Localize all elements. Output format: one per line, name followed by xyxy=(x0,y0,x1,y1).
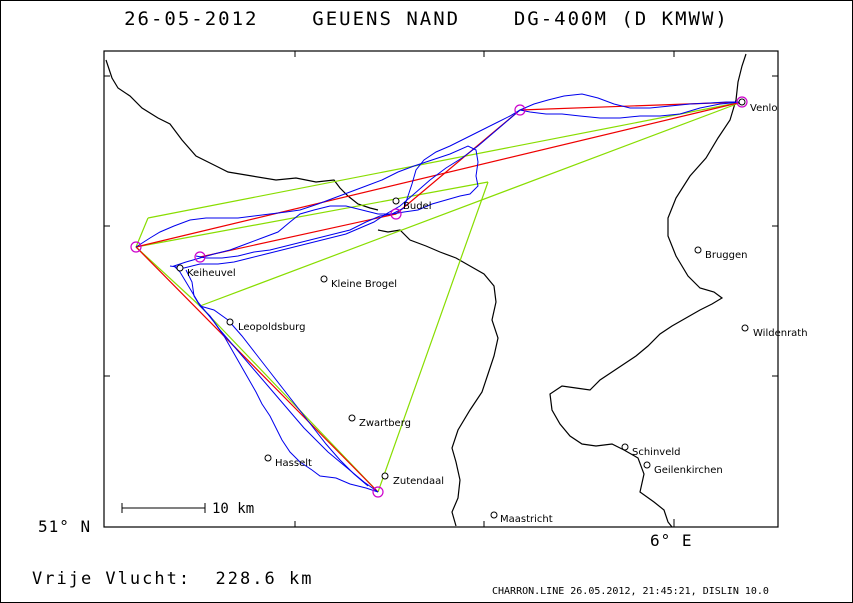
place-label: Schinveld xyxy=(632,447,681,458)
place-labels: Venlo Budel Bruggen Keiheuvel Kleine Bro… xyxy=(187,103,808,525)
turnpoint-west xyxy=(130,241,142,253)
place-markers xyxy=(176,98,749,519)
axis-ticks xyxy=(104,51,778,528)
flight-distance-value: 228.6 km xyxy=(215,569,314,589)
place-label: Bruggen xyxy=(705,250,748,261)
plot-frame xyxy=(103,50,779,528)
scale-bar xyxy=(121,503,206,513)
border-nl-be-south xyxy=(377,229,499,527)
flight-track xyxy=(135,93,743,493)
flight-distance: Vrije Vlucht: 228.6 km xyxy=(32,569,313,589)
longitude-label: 6° E xyxy=(650,531,693,550)
flight-distance-label: Vrije Vlucht: xyxy=(32,569,192,589)
turnpoint-keiheuvel xyxy=(194,251,206,263)
place-label: Venlo xyxy=(750,103,777,114)
place-label: Wildenrath xyxy=(753,328,808,339)
place-label: Hasselt xyxy=(275,458,312,469)
credit-line: CHARRON.LINE 26.05.2012, 21:45:21, DISLI… xyxy=(492,586,769,597)
place-label: Keiheuvel xyxy=(187,268,236,279)
turnpoint-budel xyxy=(390,208,402,220)
place-label: Budel xyxy=(403,201,431,212)
place-label: Geilenkirchen xyxy=(654,465,723,476)
border-nl-de xyxy=(549,53,747,528)
task-legs-green xyxy=(135,101,743,493)
turnpoint-venlo xyxy=(736,96,748,108)
place-label: Zwartberg xyxy=(359,418,411,429)
place-label: Zutendaal xyxy=(393,476,444,487)
turnpoint-zutendaal xyxy=(372,486,384,498)
border-nl-be xyxy=(105,59,379,211)
latitude-label: 51° N xyxy=(38,517,92,536)
turnpoints xyxy=(130,96,748,498)
place-label: Leopoldsburg xyxy=(238,322,305,333)
task-legs-red xyxy=(135,101,743,493)
place-label: Kleine Brogel xyxy=(331,279,397,290)
turnpoint-north xyxy=(514,104,526,116)
map-title: 26-05-2012 GEUENS NAND DG-400M (D KMWW) xyxy=(124,8,729,30)
scale-bar-label: 10 km xyxy=(212,501,254,517)
place-label: Maastricht xyxy=(500,514,553,525)
